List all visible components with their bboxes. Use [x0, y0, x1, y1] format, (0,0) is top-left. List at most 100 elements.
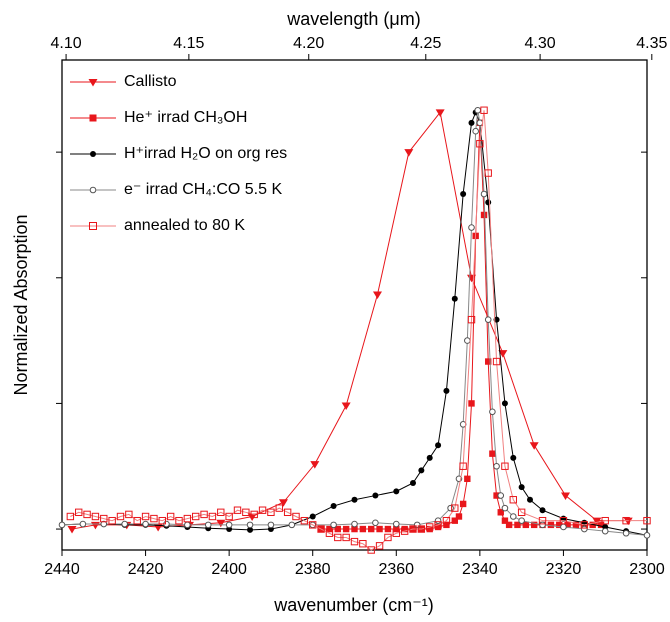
- marker: [556, 521, 563, 529]
- marker: [480, 190, 488, 198]
- marker: [141, 512, 150, 521]
- marker: [485, 199, 492, 206]
- marker: [435, 109, 445, 117]
- marker: [472, 127, 479, 135]
- marker: [292, 512, 300, 521]
- marker: [509, 513, 517, 520]
- marker: [247, 526, 254, 533]
- marker: [501, 462, 509, 470]
- marker: [183, 514, 192, 523]
- marker: [517, 508, 526, 517]
- marker: [300, 516, 309, 525]
- marker: [359, 540, 367, 548]
- marker: [464, 475, 471, 483]
- marker: [384, 525, 392, 533]
- marker: [497, 492, 505, 499]
- marker: [400, 527, 409, 535]
- marker: [518, 484, 525, 491]
- marker: [79, 520, 87, 528]
- marker: [527, 496, 533, 503]
- marker: [392, 529, 400, 537]
- marker: [401, 525, 408, 533]
- marker: [480, 211, 488, 219]
- marker: [375, 542, 384, 550]
- marker: [459, 500, 467, 508]
- marker: [125, 510, 133, 519]
- marker: [267, 508, 275, 517]
- marker: [150, 514, 158, 523]
- legend-label: H⁺irrad H₂O on org res: [124, 145, 287, 162]
- marker: [468, 119, 475, 126]
- marker: [522, 521, 530, 529]
- marker: [442, 516, 451, 525]
- marker: [175, 516, 183, 525]
- marker: [460, 191, 467, 198]
- marker: [474, 106, 482, 114]
- marker: [497, 509, 504, 516]
- legend-marker: [89, 114, 97, 122]
- marker: [393, 525, 400, 533]
- marker: [498, 350, 508, 358]
- legend-marker: [88, 79, 98, 87]
- marker: [372, 519, 379, 527]
- marker: [601, 516, 609, 525]
- marker: [443, 387, 450, 394]
- marker: [623, 517, 633, 526]
- x-tick-label: 2340: [462, 561, 498, 578]
- y-axis-label: Normalized Absorption: [11, 214, 31, 395]
- marker: [538, 516, 547, 525]
- marker: [75, 508, 83, 517]
- marker: [601, 527, 609, 535]
- x-tick-label: 2420: [128, 561, 164, 578]
- marker: [501, 400, 508, 407]
- marker: [514, 521, 521, 529]
- marker: [451, 517, 458, 524]
- series-line: [70, 110, 647, 551]
- marker: [250, 510, 258, 519]
- marker: [451, 504, 459, 512]
- x2-tick-label: 4.20: [293, 35, 324, 52]
- marker: [643, 516, 651, 525]
- marker: [372, 492, 379, 499]
- series-line: [61, 110, 648, 536]
- marker: [560, 523, 567, 531]
- marker: [310, 461, 320, 469]
- marker: [572, 521, 580, 529]
- marker: [208, 512, 217, 521]
- marker: [426, 523, 434, 531]
- marker: [510, 454, 517, 461]
- marker: [184, 521, 191, 529]
- legend-marker: [89, 186, 97, 194]
- marker: [505, 521, 513, 529]
- marker: [258, 506, 267, 514]
- marker: [121, 520, 128, 528]
- marker: [480, 106, 488, 114]
- legend-label: Callisto: [124, 73, 177, 90]
- marker: [493, 492, 500, 499]
- marker: [564, 521, 571, 529]
- marker: [580, 521, 589, 529]
- marker: [91, 512, 100, 521]
- marker: [350, 537, 359, 546]
- marker: [116, 512, 125, 521]
- x2-tick-label: 4.25: [410, 35, 441, 52]
- marker: [278, 499, 288, 507]
- x2-tick-label: 4.35: [636, 35, 667, 52]
- marker: [83, 510, 91, 519]
- marker: [133, 516, 141, 525]
- marker: [434, 523, 442, 531]
- legend-label: annealed to 80 K: [124, 217, 245, 234]
- marker: [225, 521, 233, 529]
- marker: [142, 520, 149, 528]
- marker: [283, 508, 292, 517]
- marker: [426, 454, 433, 461]
- marker: [309, 513, 316, 520]
- marker: [384, 533, 392, 542]
- marker: [351, 525, 358, 533]
- marker: [100, 514, 108, 523]
- marker: [404, 149, 414, 157]
- marker: [493, 462, 500, 470]
- marker: [216, 519, 226, 528]
- marker: [334, 525, 341, 533]
- marker: [392, 520, 400, 528]
